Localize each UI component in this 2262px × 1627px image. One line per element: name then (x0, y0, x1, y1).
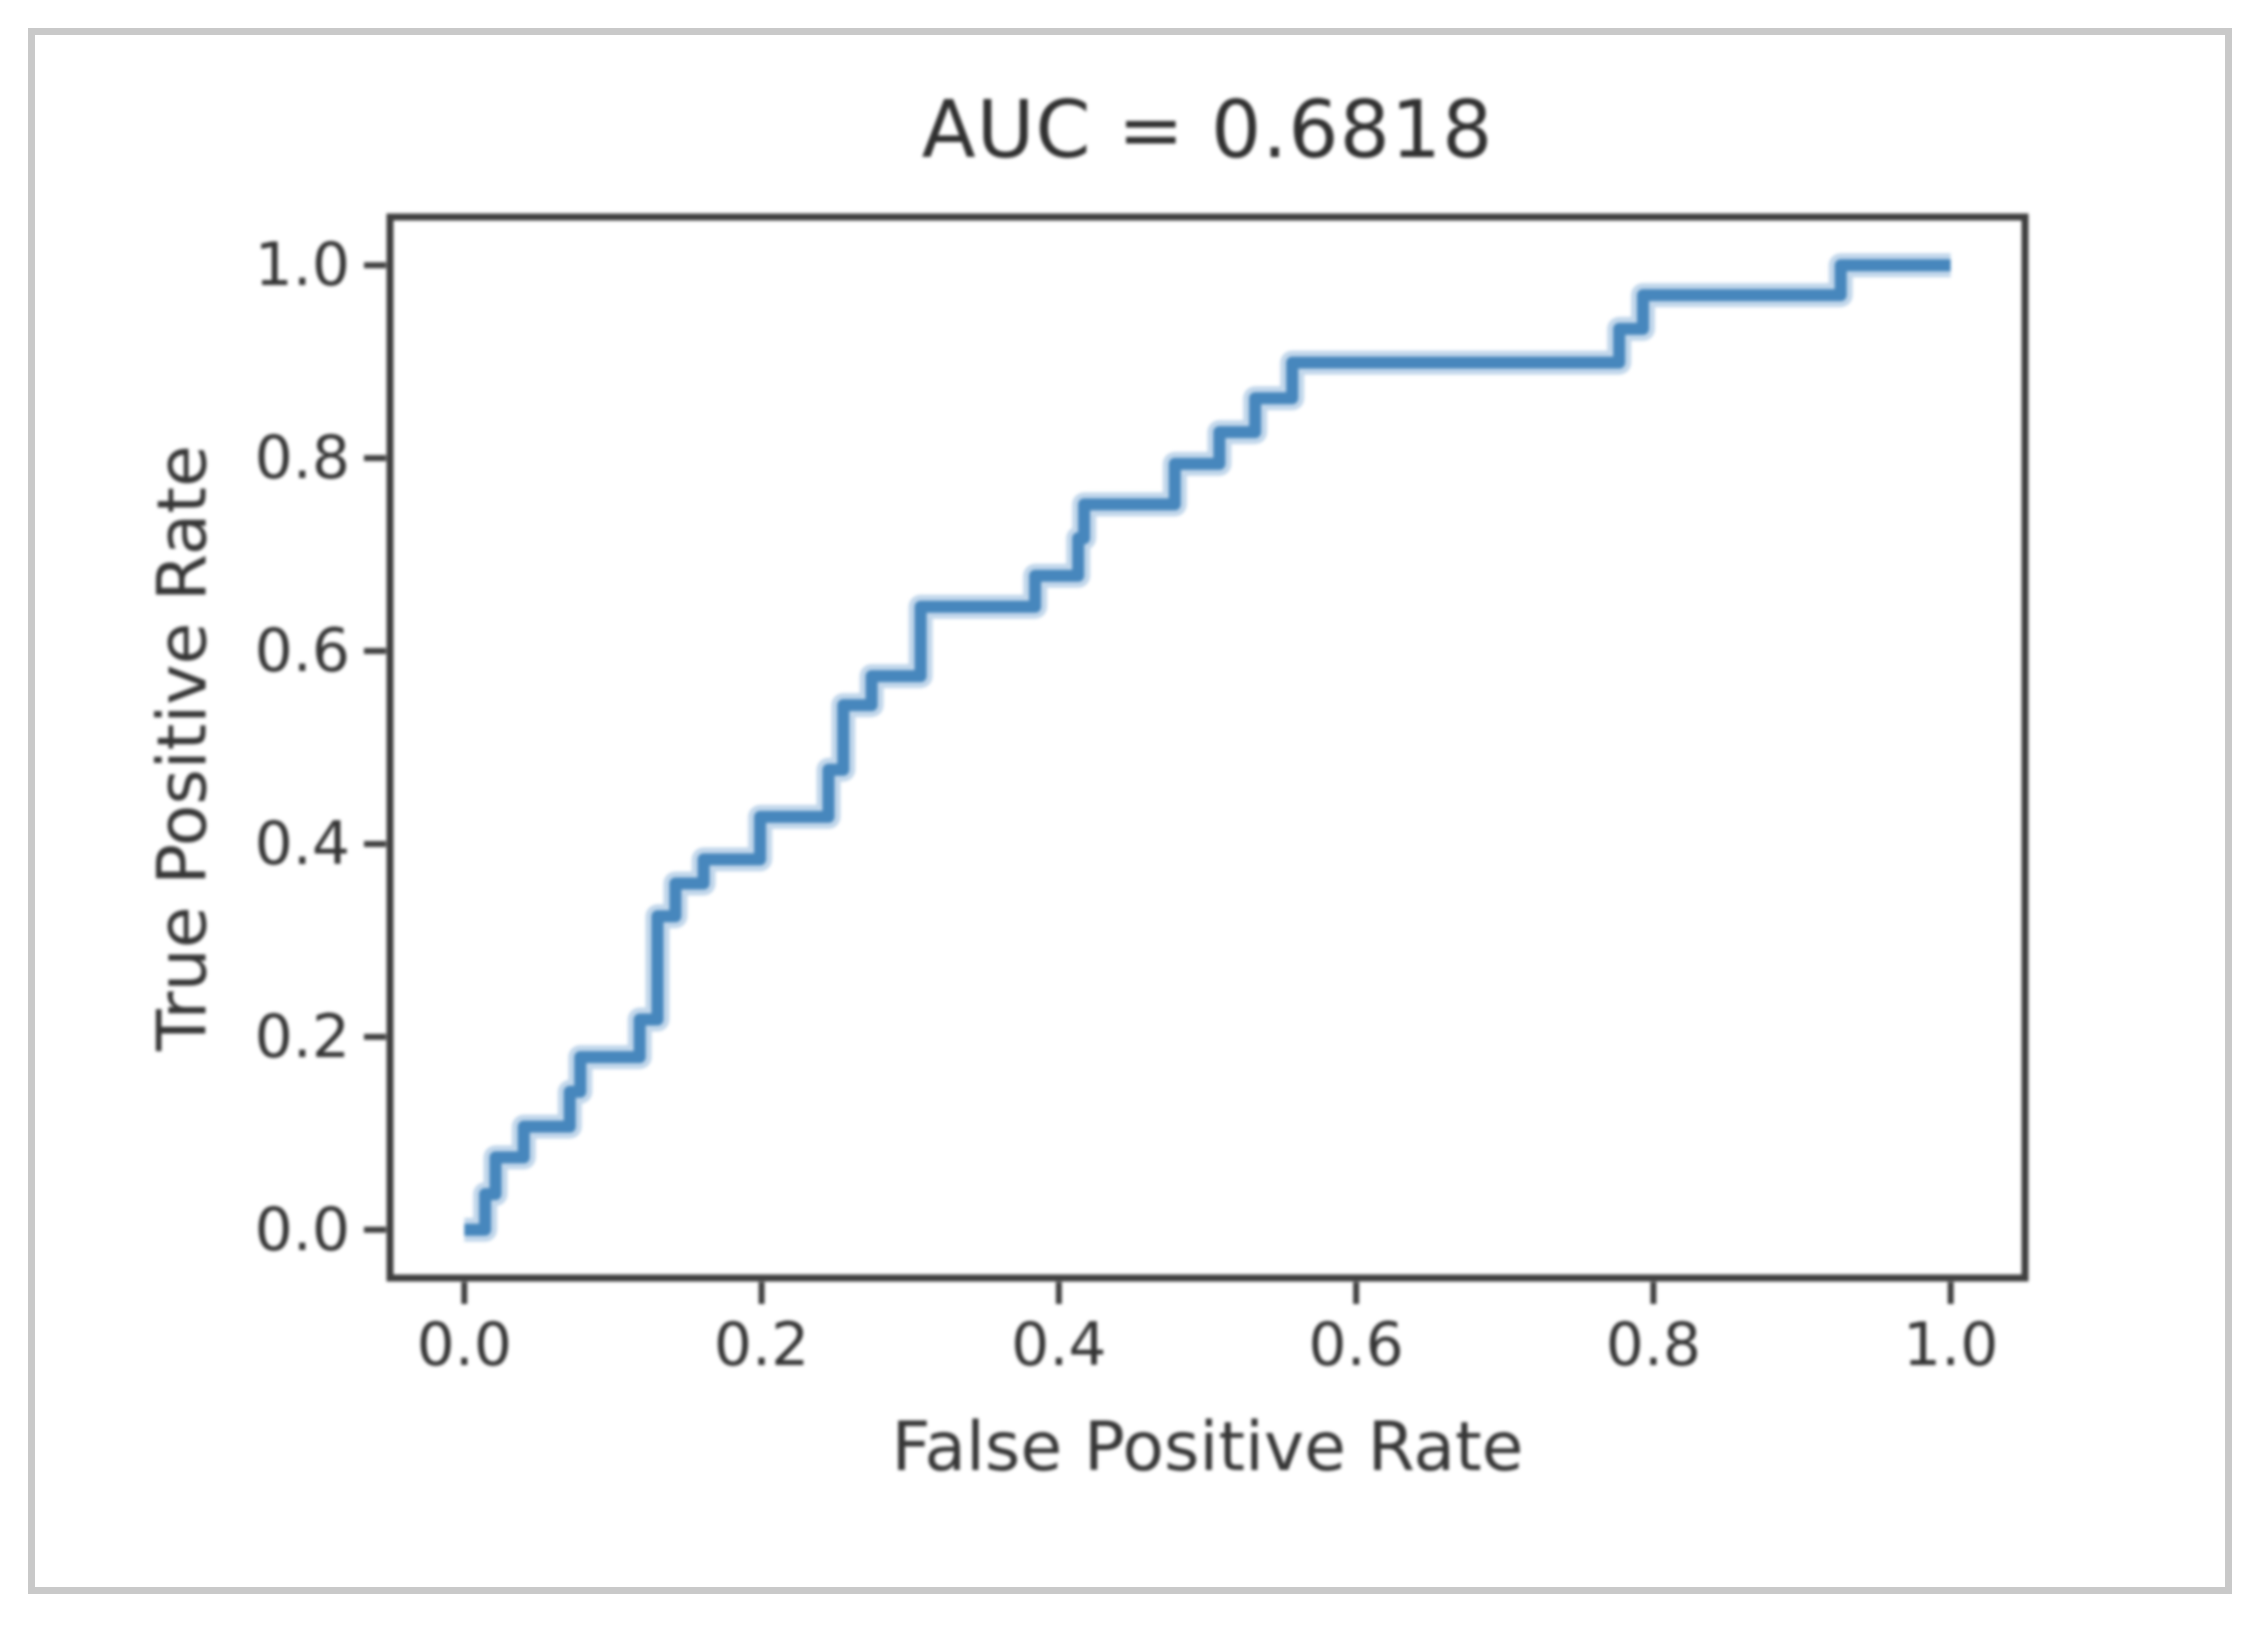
x-tick-label: 0.2 (713, 1310, 810, 1380)
roc-curve-halo (464, 253, 1951, 1242)
y-tick-label: 0.4 (254, 808, 350, 879)
y-tick-label: 0.6 (254, 616, 350, 687)
roc-curve (464, 259, 1951, 1236)
y-axis-label: True Positive Rate (143, 445, 223, 1051)
x-tick-label: 0.0 (416, 1310, 513, 1380)
figure-frame (28, 28, 2232, 1594)
x-tick-label: 1.0 (1902, 1310, 1999, 1380)
y-tick-label: 1.0 (254, 230, 350, 301)
x-tick-label: 0.6 (1308, 1310, 1404, 1380)
y-tick-label: 0.8 (254, 423, 350, 494)
plot-border (386, 213, 2029, 1282)
x-axis-label: False Positive Rate (891, 1408, 1524, 1487)
x-tick-label: 0.8 (1605, 1310, 1702, 1380)
y-tick-label: 0.2 (254, 1001, 350, 1072)
y-tick-label: 0.0 (254, 1194, 350, 1265)
chart-title: AUC = 0.6818 (921, 84, 1494, 176)
x-tick-label: 0.4 (1011, 1310, 1107, 1380)
